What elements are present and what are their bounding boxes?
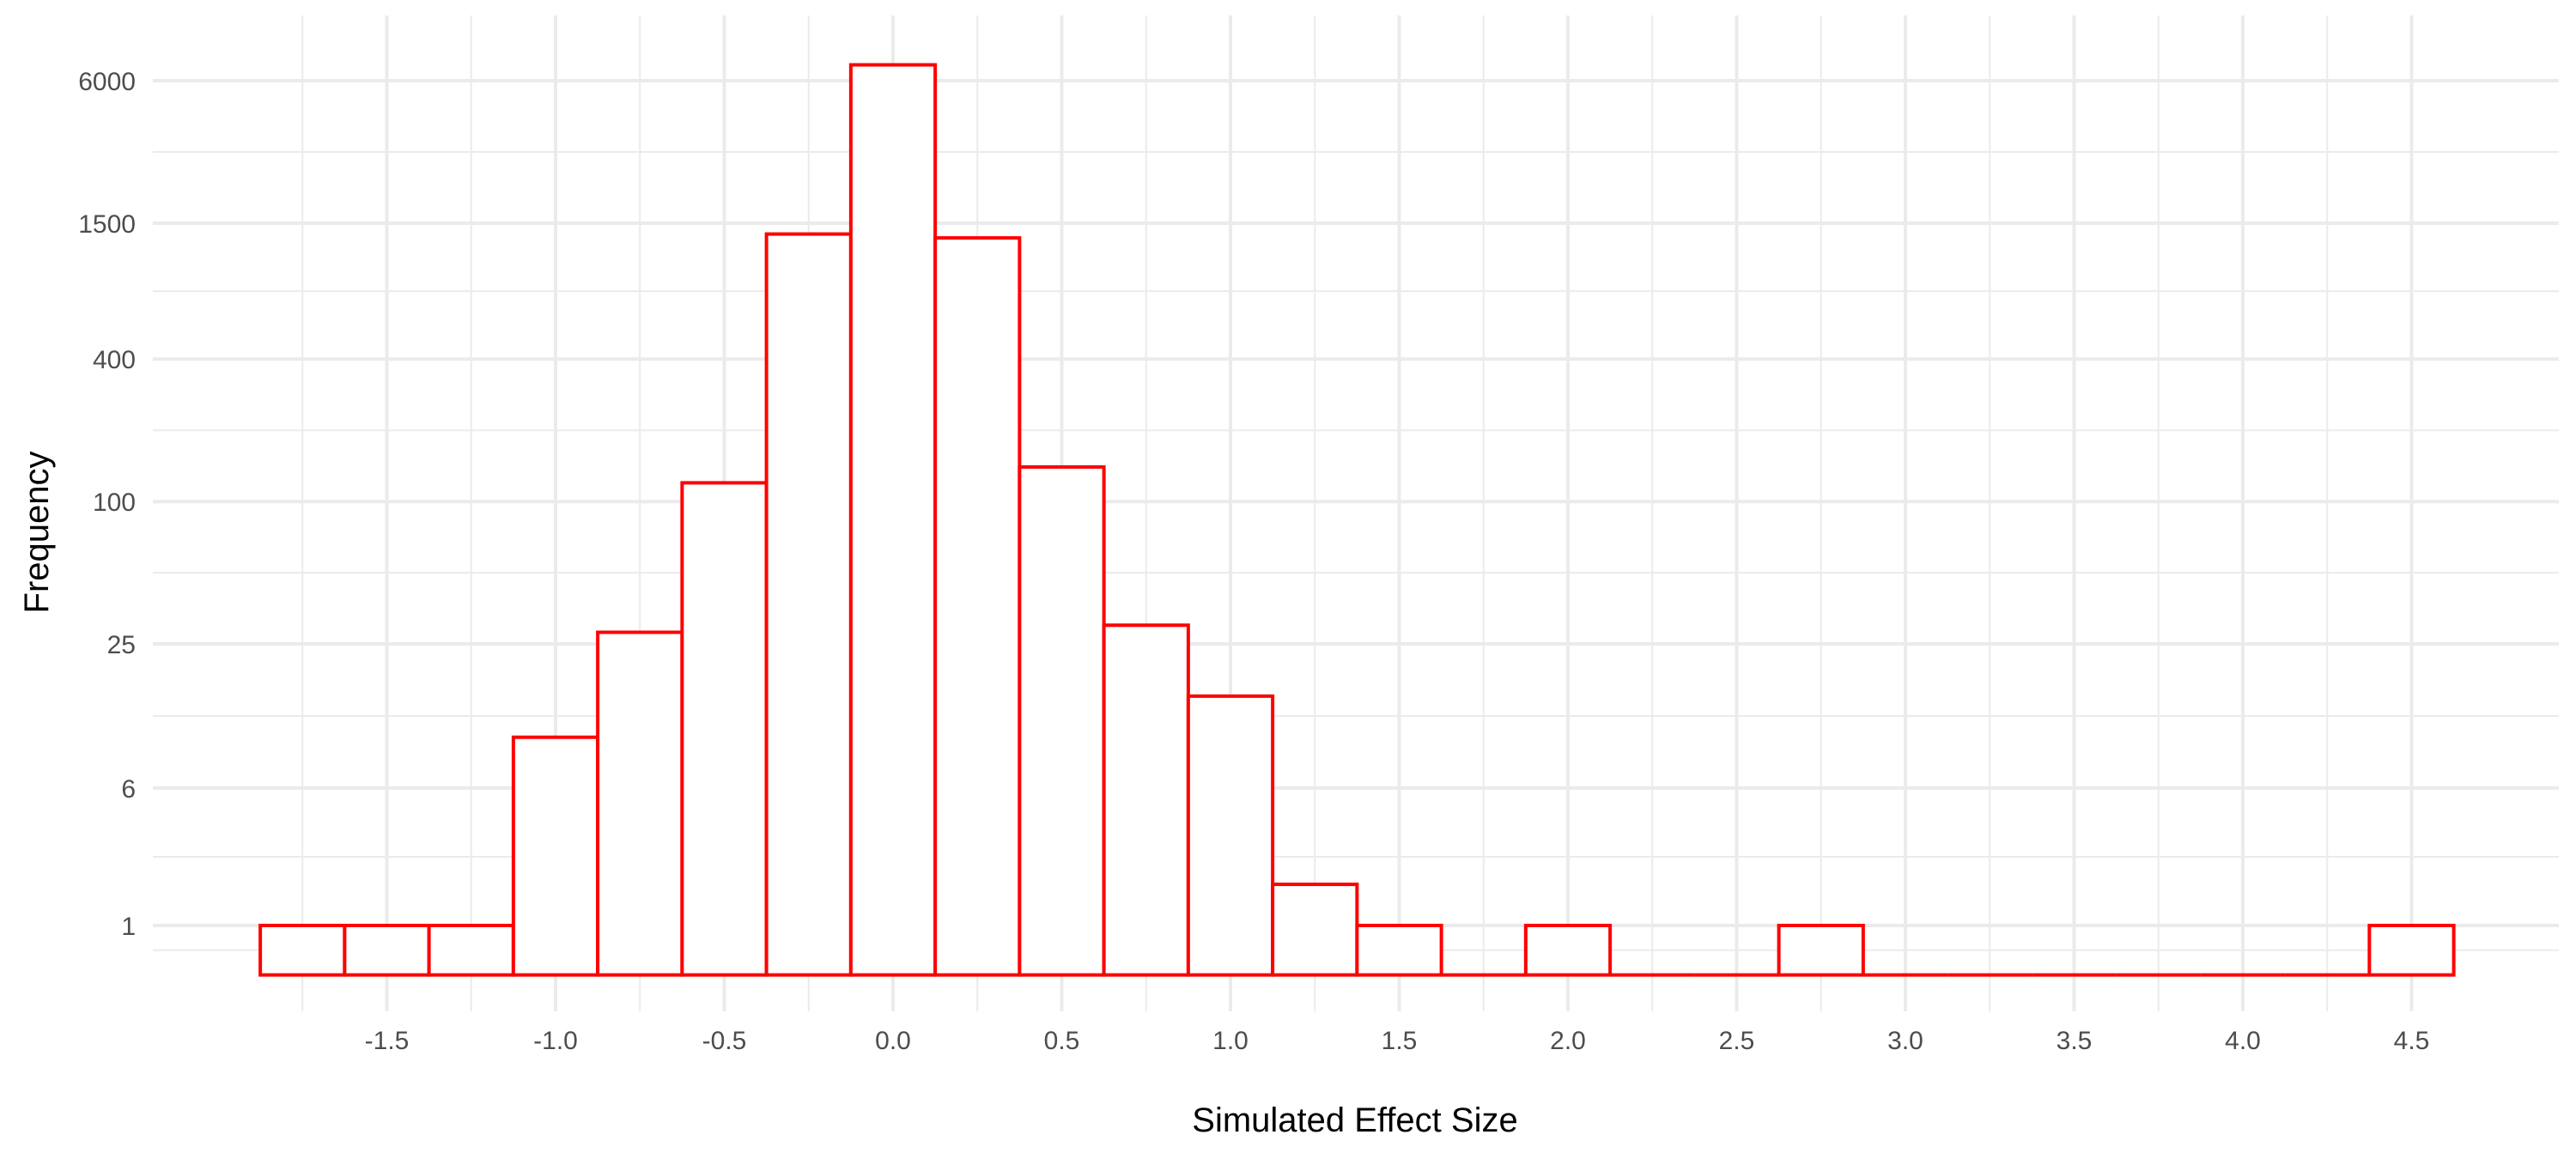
histogram-bar [1018,464,1106,977]
y-tick-label: 100 [93,488,136,517]
x-tick-label: 0.0 [875,1027,911,1055]
x-tick-label: 1.0 [1212,1027,1249,1055]
histogram-bar [258,924,347,977]
histogram-bar [1523,924,1613,977]
x-tick-label: 2.0 [1550,1027,1586,1055]
x-tick-label: 4.5 [2394,1027,2430,1055]
x-tick-label: -1.5 [365,1027,410,1055]
histogram-bars [258,63,2456,977]
histogram-bar [764,232,853,977]
histogram-bar [1777,924,1865,977]
histogram-bar [343,924,431,977]
histogram-bar [511,735,600,977]
x-tick-label: -0.5 [702,1027,747,1055]
histogram-bar [1102,623,1190,977]
histogram-bar [848,63,938,977]
x-axis-tick-labels: -1.5 -1.0 -0.5 0.0 0.5 1.0 1.5 2.0 2.5 3.0 3.5 4.0 4… [365,1027,2430,1055]
histogram-bar [933,236,1022,977]
histogram-bar [680,481,769,977]
x-tick-label: 0.5 [1044,1027,1080,1055]
x-tick-label: 2.5 [1719,1027,1755,1055]
y-tick-label: 6000 [78,68,136,96]
x-tick-label: 3.0 [1887,1027,1923,1055]
x-tick-label: 3.5 [2057,1027,2093,1055]
y-tick-label: 1 [121,913,136,941]
histogram-bar [1186,694,1275,977]
y-axis-title: Frequency [18,452,56,614]
x-tick-label: -1.0 [533,1027,578,1055]
y-tick-label: 6 [121,775,136,804]
x-tick-label: 4.0 [2225,1027,2261,1055]
histogram-bar [1271,883,1359,977]
histogram-bar [2367,924,2456,977]
x-axis-title: Simulated Effect Size [1192,1101,1517,1139]
y-tick-label: 1500 [78,210,136,239]
y-axis-tick-labels: 1 6 25 100 400 1500 6000 [78,68,136,941]
y-tick-label: 400 [93,346,136,374]
y-tick-label: 25 [107,631,136,659]
histogram-bar [1355,924,1443,977]
histogram-bar [427,924,515,977]
x-tick-label: 1.5 [1382,1027,1418,1055]
histogram-bar [596,630,684,977]
